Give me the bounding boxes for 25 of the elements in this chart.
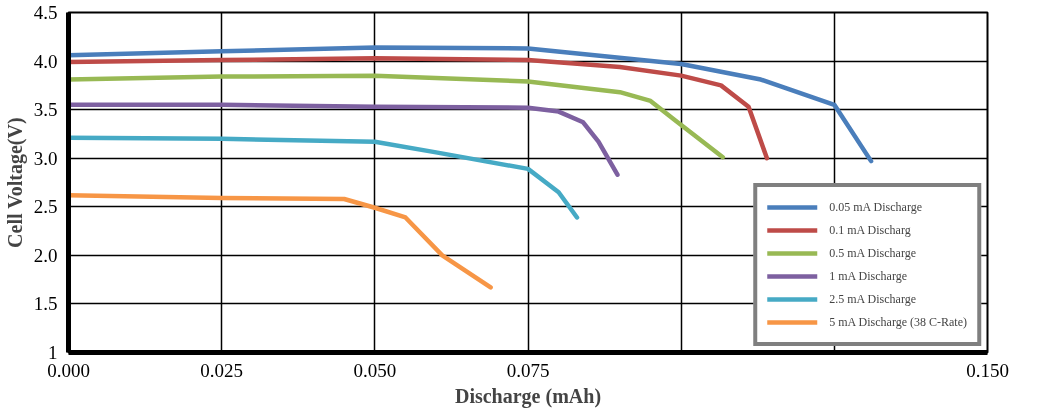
line-series	[68, 73, 726, 160]
y-tick-label: 2.5	[33, 196, 58, 218]
legend-label: 0.1 mA Discharg	[829, 222, 911, 238]
x-axis-title: Discharge (mAh)	[454, 384, 602, 408]
y-tick-label: 4.0	[33, 50, 58, 72]
y-tick-label: 4.5	[33, 2, 58, 23]
y-tick-label: 3.5	[33, 99, 58, 121]
line-series	[68, 192, 493, 290]
legend-label: 2.5 mA Discharge	[829, 291, 917, 307]
x-tick-label: 0.025	[200, 359, 244, 381]
legend-label: 0.5 mA Discharge	[829, 245, 917, 261]
x-tick-label: 0.150	[966, 359, 1009, 381]
y-tick-label: 3.0	[33, 147, 58, 169]
line-series	[68, 135, 580, 220]
y-axis-title: Cell Voltage(V)	[3, 117, 27, 248]
line-series	[68, 45, 874, 164]
y-tick-label: 1.5	[33, 293, 58, 315]
line-series	[68, 55, 770, 161]
legend-label: 5 mA Discharge (38 C-Rate)	[829, 314, 967, 330]
y-tick-label: 2.0	[33, 244, 58, 266]
x-tick-label: 0.075	[506, 359, 550, 381]
legend-label: 0.05 mA Discharge	[829, 199, 923, 215]
legend-label: 1 mA Discharge	[829, 268, 908, 284]
x-tick-label: 0.050	[353, 359, 397, 381]
line-series	[68, 102, 620, 177]
